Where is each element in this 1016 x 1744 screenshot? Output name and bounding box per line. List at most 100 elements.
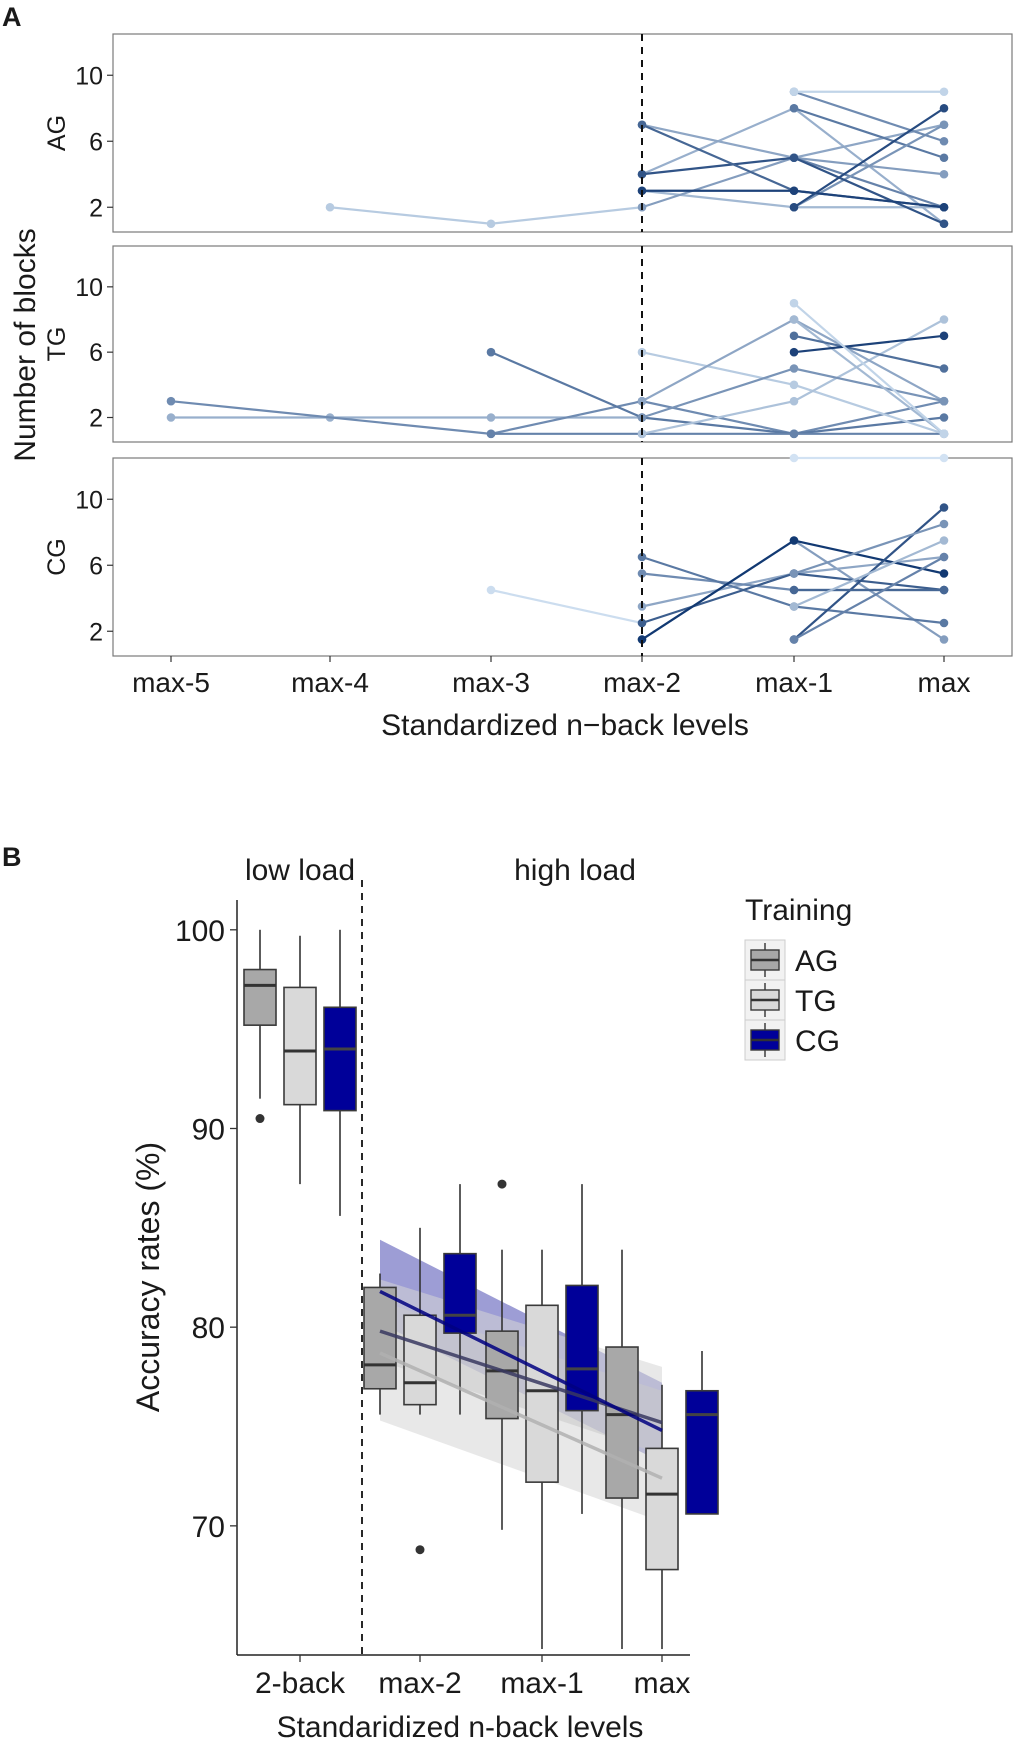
series-point <box>166 396 176 406</box>
box-cg-max-2 <box>443 1252 477 1334</box>
series-point <box>939 519 949 529</box>
series-point <box>637 169 647 179</box>
series-point <box>789 453 799 463</box>
y-tick-label: 2 <box>89 618 103 646</box>
series-point <box>486 585 496 595</box>
series-line-cg-10 <box>793 539 945 608</box>
box-ag-2-back <box>243 968 277 1026</box>
legend-label-ag: AG <box>795 945 838 978</box>
facet-label-ag: AG <box>43 115 71 151</box>
series-line-cg-11 <box>793 556 945 641</box>
group-label-high-load: high load <box>514 854 636 887</box>
box-cg-2-back <box>323 1006 357 1112</box>
series-line-cg-9 <box>793 522 945 575</box>
series-point <box>637 552 647 562</box>
series-point <box>939 429 949 439</box>
series-point <box>789 569 799 578</box>
panel-b-label: B <box>2 842 22 872</box>
series-point <box>789 380 799 390</box>
y-tick-label: 6 <box>89 128 103 156</box>
series-point <box>939 87 949 97</box>
y-axis-title: Accuracy rates (%) <box>130 1142 166 1412</box>
y-tick-label: 10 <box>75 62 103 90</box>
box-ag-max-2 <box>363 1286 397 1390</box>
y-tick-label: 80 <box>192 1312 225 1345</box>
box-ag-max <box>605 1346 639 1499</box>
y-tick-label: 10 <box>75 274 103 302</box>
y-tick-label: 6 <box>89 339 103 367</box>
x-tick-label: max <box>634 1667 691 1700</box>
series-line-tg-11 <box>793 302 945 435</box>
y-tick-label: 6 <box>89 552 103 580</box>
series-point <box>939 635 949 644</box>
series-point <box>637 618 647 628</box>
series-point <box>789 429 799 439</box>
series-point <box>939 618 949 628</box>
series-point <box>789 585 799 595</box>
facet-label-cg: CG <box>43 538 71 576</box>
series-point <box>789 103 799 113</box>
x-tick-label: max-1 <box>755 667 833 698</box>
series-point <box>789 315 799 324</box>
series-line-tg-10 <box>793 334 945 354</box>
series-point <box>789 364 799 373</box>
series-line-tg-8 <box>793 318 945 435</box>
series-line-cg-0 <box>490 588 643 625</box>
box-tg-max <box>645 1447 679 1571</box>
box-tg-max-2 <box>403 1314 437 1406</box>
x-tick-label: max-2 <box>603 667 681 698</box>
series-point <box>789 202 799 212</box>
series-point <box>789 347 799 357</box>
x-tick-label: 2-back <box>255 1667 346 1700</box>
series-point <box>637 396 647 406</box>
x-axis-title: Standaridized n-back levels <box>277 1711 644 1744</box>
facet-frame-ag <box>112 33 1013 233</box>
y-axis-title: Number of blocks <box>9 228 42 461</box>
series-point <box>939 364 949 373</box>
y-tick-label: 2 <box>89 405 103 433</box>
series-point <box>939 169 949 179</box>
series-point <box>939 103 949 113</box>
series-point <box>637 120 647 130</box>
series-point <box>789 153 799 163</box>
series-point <box>789 298 799 308</box>
legend-label-cg: CG <box>795 1025 840 1058</box>
series-point <box>486 219 496 229</box>
trend-band-tg <box>380 1279 662 1522</box>
series-point <box>939 136 949 146</box>
panel-b-box-chart: 70 80 90 100 2-back max-2 max-1 max Standaridize… <box>130 854 852 1744</box>
y-tick-label: 70 <box>192 1511 225 1544</box>
box-tg-max-1 <box>525 1304 559 1483</box>
box-tg-2-back <box>283 986 317 1106</box>
series-point <box>486 347 496 357</box>
series-line-ag-12 <box>793 107 945 209</box>
facet-label-tg: TG <box>43 327 71 362</box>
legend-label-tg: TG <box>795 985 837 1018</box>
series-point <box>939 569 949 578</box>
series-line-tg-9 <box>793 334 945 370</box>
legend-title: Training <box>745 894 852 927</box>
series-point <box>939 120 949 130</box>
series-point <box>939 153 949 163</box>
series-point <box>789 602 799 611</box>
series-point <box>939 219 949 229</box>
series-point <box>486 429 496 439</box>
series-point <box>789 536 799 545</box>
series-point <box>166 413 176 422</box>
series-point <box>789 396 799 406</box>
series-point <box>789 331 799 341</box>
box-cg-max <box>685 1389 719 1515</box>
x-tick-label: max <box>918 667 971 698</box>
y-tick-label: 90 <box>192 1113 225 1146</box>
y-tick-label: 100 <box>175 915 225 948</box>
series-line-tg-2 <box>490 351 945 435</box>
panel-a-label: A <box>2 2 22 32</box>
series-point <box>939 202 949 212</box>
series-point <box>939 331 949 341</box>
series-point <box>486 413 496 422</box>
trend-line-tg <box>379 1351 663 1480</box>
series-point <box>939 585 949 595</box>
x-tick-label: max-1 <box>500 1667 583 1700</box>
series-point <box>789 635 799 644</box>
